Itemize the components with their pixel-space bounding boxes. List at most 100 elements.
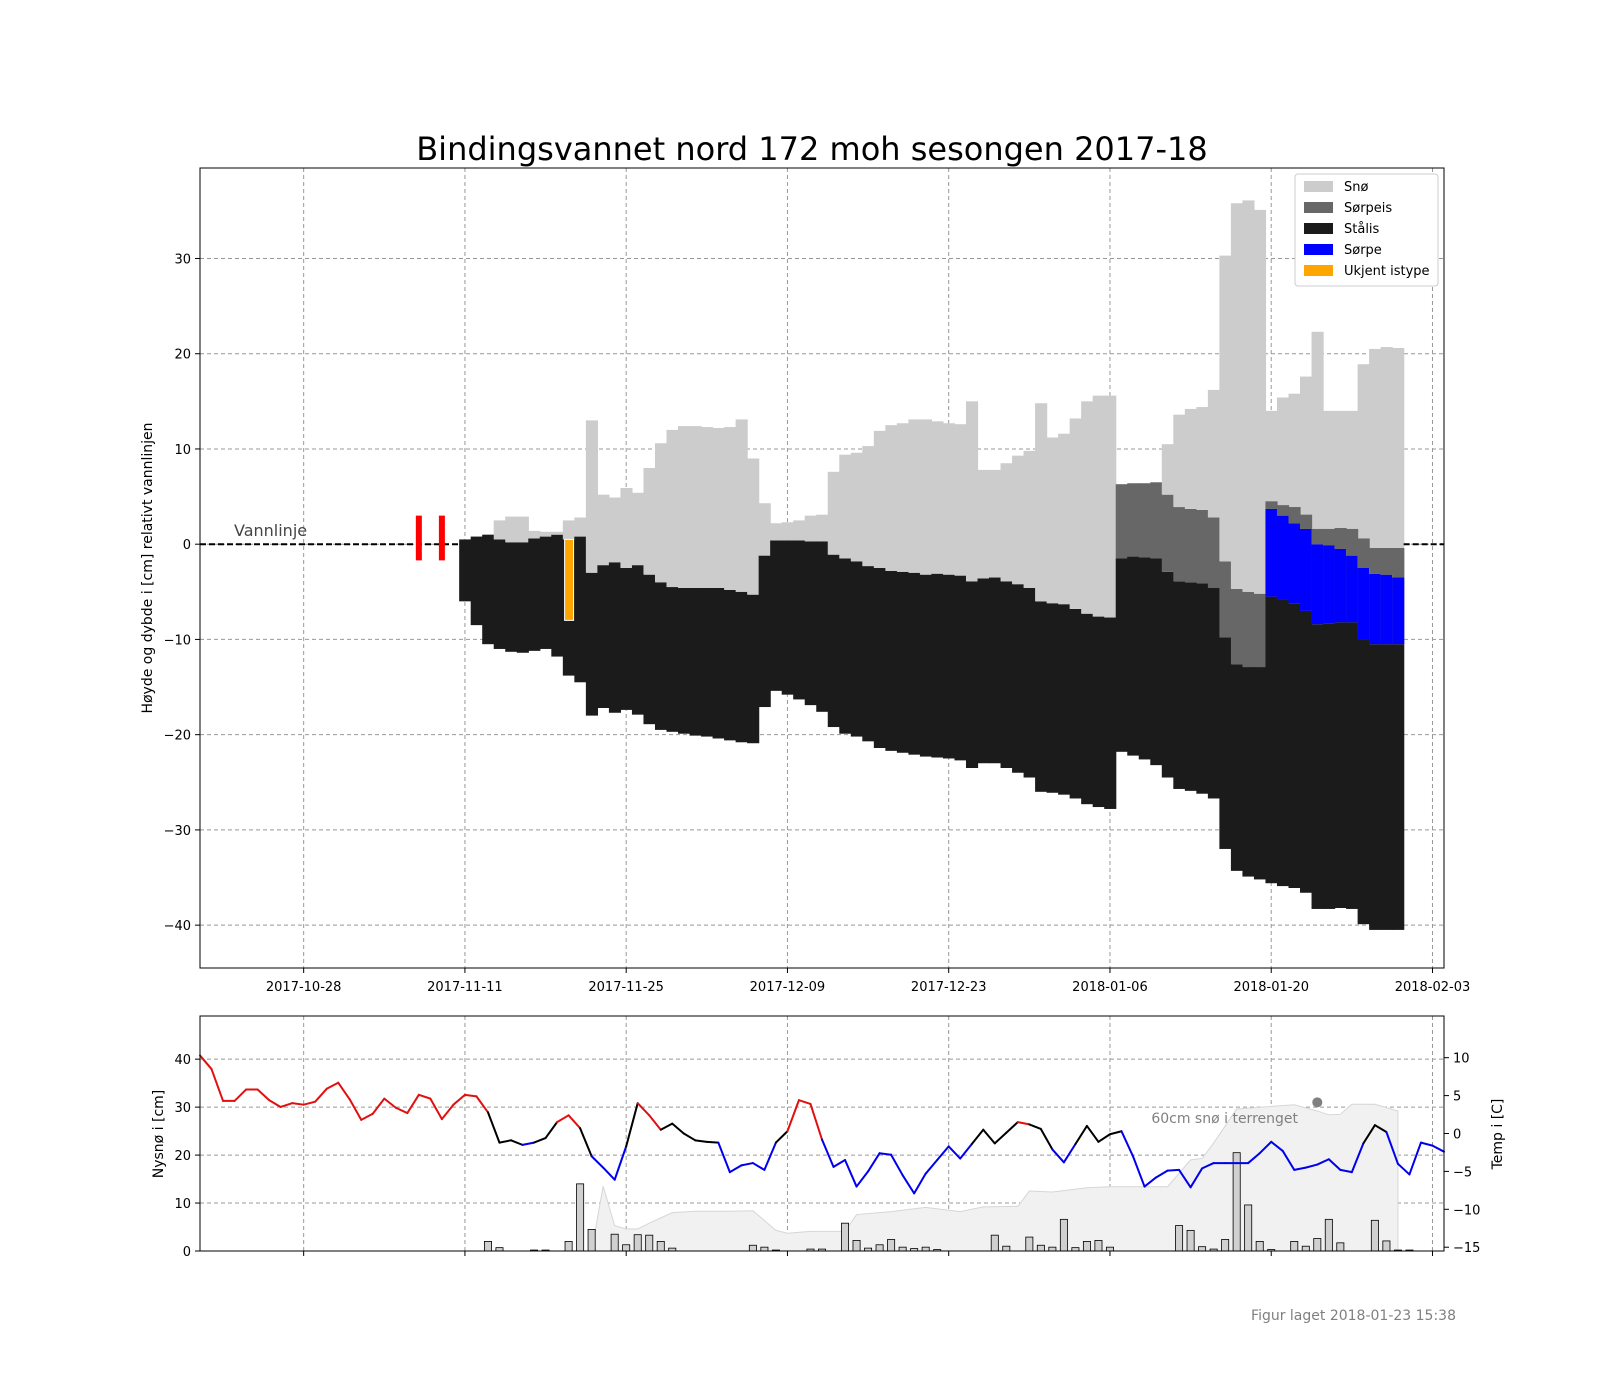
- black-ice-bar: [1058, 604, 1071, 795]
- black-ice-bar: [1265, 596, 1278, 884]
- slush-ice-bar: [1323, 528, 1336, 546]
- main-y-axis-label: Høyde og dybde i [cm] relativt vannlinje…: [140, 422, 156, 713]
- new-snow-bar: [1059, 1218, 1068, 1252]
- black-ice-bar: [781, 540, 794, 695]
- new-snow-bar: [760, 1246, 769, 1252]
- snow-bar: [539, 531, 552, 537]
- snow-bar: [965, 401, 979, 582]
- black-ice-bar: [1357, 639, 1370, 925]
- black-ice-bar: [1012, 584, 1025, 773]
- legend-swatch: [1304, 202, 1333, 213]
- temperature-segment: [337, 1081, 351, 1101]
- snow-bar: [850, 452, 863, 562]
- snow-bar: [516, 516, 529, 543]
- slush-ice-bar: [1230, 588, 1244, 665]
- temperature-segment: [1085, 1124, 1100, 1143]
- snow-bar: [1346, 410, 1359, 556]
- black-ice-bar: [989, 577, 1002, 764]
- snow-bar: [1369, 348, 1382, 574]
- slush-ice-bar: [1127, 483, 1140, 557]
- slush-bar: [1300, 528, 1313, 611]
- temperature-segment: [579, 1127, 593, 1158]
- black-ice-bar: [631, 565, 645, 715]
- snow-bar: [528, 530, 541, 539]
- black-ice-bar: [954, 575, 967, 761]
- black-ice-bar: [942, 574, 956, 759]
- slush-ice-bar: [1346, 528, 1359, 556]
- new-snow-bar: [748, 1244, 757, 1252]
- y-tick-label: 20: [174, 1149, 191, 1164]
- new-snow-bar: [622, 1244, 631, 1252]
- slush-ice-bar: [1219, 561, 1232, 638]
- temperature-segment: [1005, 1121, 1019, 1134]
- black-ice-bar: [1046, 603, 1059, 793]
- temperature-segment: [256, 1088, 271, 1102]
- snow-bar: [873, 430, 886, 568]
- x-tick-label: 2017-12-23: [911, 980, 987, 995]
- temperature-segment: [406, 1093, 420, 1115]
- temperature-segment: [993, 1131, 1008, 1145]
- snow-bar: [1311, 331, 1324, 545]
- temperature-segment: [613, 1145, 628, 1181]
- black-ice-bar: [1000, 581, 1013, 768]
- legend-swatch: [1304, 223, 1333, 234]
- temperature-segment: [371, 1097, 386, 1115]
- temperature-segment: [510, 1139, 524, 1146]
- snow-bar: [597, 494, 610, 566]
- open-water-marker: [415, 515, 422, 561]
- main-plot-overlay: [200, 515, 1444, 621]
- black-ice-bar: [873, 568, 886, 748]
- slush-ice-bar: [1334, 528, 1347, 549]
- temperature-segment: [1270, 1140, 1284, 1152]
- temperature-segment: [982, 1128, 996, 1145]
- new-snow-bar: [1255, 1241, 1264, 1252]
- black-ice-bar: [470, 536, 483, 626]
- temperature-segment: [1373, 1124, 1388, 1133]
- new-snow-bar: [1105, 1246, 1114, 1252]
- new-snow-bar: [1071, 1247, 1080, 1252]
- new-snow-bar: [576, 1183, 585, 1252]
- temperature-segment: [1108, 1130, 1123, 1136]
- black-ice-bar: [597, 565, 610, 708]
- snow-bar: [1357, 364, 1370, 568]
- x-tick-label: 2017-12-09: [750, 980, 826, 995]
- x-tick-label: 2017-10-28: [266, 980, 342, 995]
- x-tick-label: 2018-01-06: [1072, 980, 1148, 995]
- snow-bar: [919, 419, 933, 575]
- y-tick-label: 20: [174, 348, 191, 363]
- new-snow-bar: [1382, 1240, 1391, 1252]
- x-tick-label: 2017-11-11: [427, 980, 503, 995]
- y-tick-label: −20: [164, 729, 191, 744]
- snow-bar: [1012, 455, 1025, 585]
- ice-layer-bars: [459, 200, 1405, 930]
- snow-bar: [1323, 410, 1336, 546]
- new-snow-bar: [852, 1240, 861, 1252]
- snow-bar: [1380, 347, 1393, 575]
- new-snow-bar: [633, 1234, 642, 1252]
- temperature-segment: [544, 1121, 559, 1140]
- black-ice-bar: [1300, 610, 1313, 893]
- snow-bar: [954, 424, 967, 576]
- snow-bar: [804, 515, 817, 542]
- snow-bar: [885, 425, 898, 571]
- temperature-segment: [1097, 1133, 1111, 1143]
- black-ice-bar: [850, 561, 863, 737]
- snow-bar: [816, 514, 829, 542]
- y2-tick-label: −5: [1453, 1165, 1472, 1180]
- new-snow-bar: [875, 1244, 884, 1252]
- temperature-segment: [291, 1102, 305, 1106]
- black-ice-bar: [724, 589, 737, 741]
- black-ice-bar: [919, 574, 933, 757]
- snow-bar: [1023, 450, 1036, 588]
- legend-swatch: [1304, 181, 1333, 192]
- new-snow-bar: [587, 1229, 596, 1252]
- black-ice-bar: [1161, 571, 1174, 778]
- new-snow-bar: [1082, 1241, 1091, 1252]
- temperature-segment: [890, 1153, 904, 1177]
- new-snow-bar: [1002, 1245, 1011, 1252]
- new-snow-bar: [483, 1241, 492, 1252]
- main-plot-axes: −40 −30 −20 −10 0 10 20 30 2017-10-28 2017-11-11 2…: [164, 252, 1471, 995]
- black-ice-bar: [770, 540, 783, 691]
- legend-label: Stålis: [1344, 222, 1380, 237]
- black-ice-bar: [793, 540, 806, 700]
